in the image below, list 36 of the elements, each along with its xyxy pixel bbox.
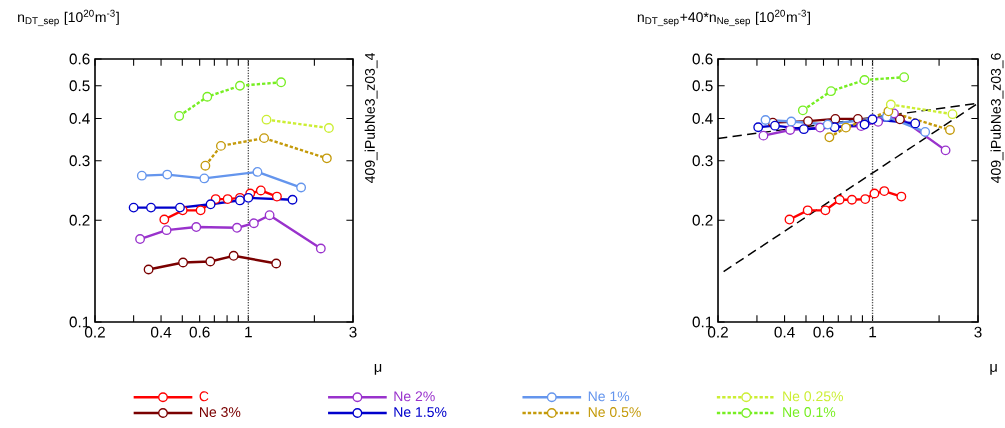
y-tick-label: 0.1 [692,316,713,328]
x-tick-label: 3 [974,326,982,338]
y-tick-label: 0.3 [692,155,713,167]
legend-label: Ne 0.25% [783,391,844,402]
x-tick-label: 0.2 [707,326,728,338]
y-tick-label: 0.5 [69,80,90,92]
legend-label: C [199,391,209,402]
legend-label: Ne 1% [588,391,630,402]
legend-label: Ne 0.5% [588,407,641,418]
x-axis-title: μ [374,364,382,375]
y-tick-label: 0.1 [69,316,90,328]
y-tick-label: 0.4 [69,113,90,124]
text: n$_{DT_sep}$+40*n$_{Ne_sep}$ [10$^{20}$m$^{-3}$] [637,9,810,27]
legend-label: Ne 0.1% [783,407,836,418]
y-tick-label: 0.6 [692,53,713,65]
legend-label: Ne 3% [200,407,241,418]
legend-label: Ne 2% [394,391,435,402]
y-tick-label: 0.2 [692,214,713,226]
x-tick-label: 0.4 [150,326,172,338]
y-axis-title: n$_{DT_sep}$ [10$^{20}$m$^{-3}$] [18,9,119,27]
x-tick-label: 0.6 [189,326,210,338]
x-tick-label: 0.6 [813,326,834,338]
x-tick-label: 1 [869,326,877,338]
x-axis-title: μ [990,364,997,375]
y-tick-label: 0.4 [692,113,713,124]
y-tick-label: 0.3 [69,155,90,167]
y-tick-label: 0.5 [692,80,713,92]
text: 409_iPubNe3_z03_6 [990,53,1004,183]
x-tick-label: 3 [349,326,357,338]
x-tick-label: 0.4 [774,326,795,338]
y-tick-label: 0.2 [69,214,90,226]
x-tick-label: 0.2 [84,326,105,338]
y-tick-label: 0.6 [69,53,90,65]
text: 409_iPubNe3_z03_4 [364,52,378,183]
legend-label: Ne 1.5% [394,407,447,417]
x-tick-label: 1 [245,326,252,338]
